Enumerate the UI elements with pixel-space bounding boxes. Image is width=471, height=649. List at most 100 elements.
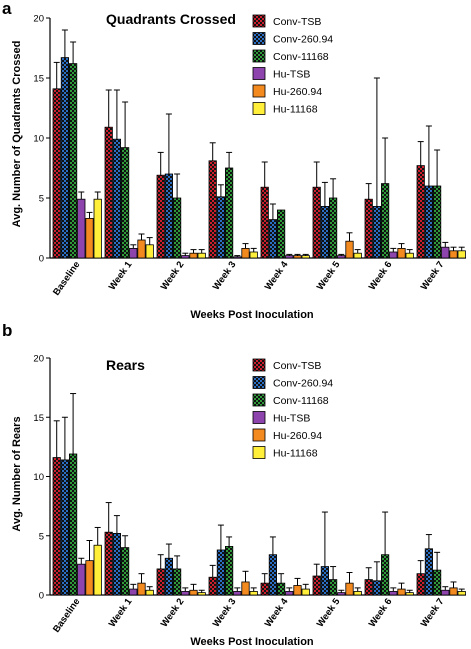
y-tick-label: 10	[33, 472, 44, 483]
bar-hu-260-94-1	[137, 582, 146, 596]
bar-hu-tsb-1	[129, 588, 138, 596]
bar-conv-tsb-6	[364, 579, 373, 596]
bar-hu-tsb-4	[285, 591, 294, 596]
bar-hu-11168-4	[301, 255, 310, 259]
bar-hu-260-94-3	[241, 581, 250, 596]
bar-hu-tsb-7	[441, 589, 450, 596]
y-tick-label: 5	[39, 531, 44, 542]
legend-swatch	[252, 49, 266, 63]
legend-label: Hu-TSB	[273, 413, 310, 425]
bar-hu-260-94-0	[85, 560, 94, 596]
panel-b: b Rears Avg. Number of Rears Weeks Post …	[2, 321, 466, 648]
legend-swatch	[252, 393, 266, 407]
bar-conv-tsb-1	[104, 126, 113, 259]
bar-conv-tsb-4	[260, 186, 269, 259]
bar-hu-11168-0	[93, 198, 102, 259]
bar-conv-260-94-6	[372, 580, 382, 596]
y-tick-label: 5	[39, 194, 44, 205]
panel-letter-a: a	[2, 0, 12, 18]
bar-conv-tsb-5	[312, 575, 321, 596]
bar-conv-tsb-1	[104, 531, 113, 596]
y-tick-label: 20	[33, 354, 44, 365]
chart-title-a: Quadrants Crossed	[106, 11, 236, 27]
legend-label: Hu-TSB	[273, 69, 310, 81]
bar-hu-11168-0	[93, 544, 102, 596]
bar-conv-tsb-5	[312, 186, 321, 259]
legend-label: Hu-11168	[273, 104, 318, 116]
bar-conv-11168-5	[328, 579, 338, 596]
bar-conv-260-94-1	[112, 532, 121, 596]
bar-conv-tsb-2	[156, 174, 165, 259]
bar-conv-11168-5	[328, 197, 338, 259]
bar-hu-260-94-3	[241, 247, 250, 259]
bar-hu-260-94-6	[397, 588, 406, 596]
x-axis-title-b: Weeks Post Inoculation	[190, 636, 314, 648]
bar-hu-tsb-3	[233, 256, 242, 259]
bar-hu-260-94-4	[293, 585, 302, 596]
bar-hu-11168-1	[145, 589, 154, 596]
bar-conv-11168-1	[121, 147, 130, 259]
bar-hu-260-94-6	[397, 247, 406, 259]
y-tick-label: 0	[39, 254, 44, 265]
bar-hu-11168-2	[197, 592, 206, 596]
x-tick-label: Week 3	[211, 596, 239, 629]
bar-hu-260-94-5	[345, 240, 354, 259]
bar-conv-260-94-6	[372, 205, 382, 259]
legend-label: Conv-TSB	[273, 360, 321, 372]
legend-swatch	[252, 32, 266, 45]
bar-conv-11168-1	[121, 547, 130, 596]
x-tick-label: Week 1	[107, 596, 135, 630]
bar-hu-260-94-0	[85, 217, 94, 259]
legend-label: Hu-260.94	[273, 86, 322, 98]
bar-conv-11168-3	[224, 546, 234, 596]
bar-conv-tsb-4	[260, 582, 269, 596]
bar-conv-tsb-0	[52, 88, 61, 259]
legend-swatch	[252, 84, 266, 98]
bar-conv-11168-2	[172, 197, 182, 259]
bar-conv-260-94-4	[268, 219, 278, 259]
bar-conv-tsb-7	[416, 165, 425, 259]
x-axis-title-a: Weeks Post Inoculation	[190, 309, 314, 321]
bar-conv-11168-4	[276, 582, 286, 596]
bar-conv-tsb-2	[156, 568, 165, 596]
legend-label: Conv-11168	[273, 395, 329, 407]
bar-hu-11168-7	[457, 250, 466, 259]
x-tick-label: Week 4	[263, 259, 291, 293]
x-tick-label: Week 6	[367, 596, 395, 629]
bar-conv-260-94-1	[112, 138, 121, 259]
bar-conv-260-94-2	[164, 557, 173, 596]
bar-conv-11168-2	[172, 568, 182, 596]
x-tick-label: Week 3	[211, 259, 239, 292]
bar-conv-11168-6	[380, 554, 390, 596]
bar-conv-260-94-3	[216, 549, 225, 596]
bar-conv-11168-4	[276, 209, 286, 259]
x-tick-label: Baseline	[51, 259, 82, 297]
bar-conv-260-94-4	[268, 554, 278, 596]
bar-conv-260-94-3	[216, 196, 225, 259]
legend-swatch	[252, 358, 266, 372]
legend-swatch	[252, 446, 266, 459]
y-tick-label: 20	[33, 14, 44, 25]
legend-label: Hu-260.94	[273, 430, 322, 442]
bar-hu-tsb-2	[181, 591, 190, 596]
x-tick-label: Week 5	[315, 596, 343, 630]
bar-conv-260-94-2	[164, 173, 173, 259]
bar-hu-tsb-0	[77, 198, 86, 259]
bar-conv-260-94-0	[60, 459, 70, 596]
bar-hu-11168-3	[249, 591, 258, 596]
panel-letter-b: b	[2, 321, 12, 340]
legend-label: Hu-11168	[273, 448, 318, 460]
bar-conv-11168-3	[224, 167, 234, 259]
bar-hu-260-94-2	[189, 252, 198, 259]
bar-hu-tsb-7	[441, 246, 450, 259]
x-tick-label: Week 6	[367, 259, 395, 292]
bar-conv-tsb-3	[208, 576, 217, 596]
bar-conv-11168-0	[69, 453, 78, 596]
bar-hu-11168-4	[301, 588, 310, 596]
bar-hu-11168-6	[405, 592, 414, 596]
y-axis-title-a: Avg. Number of Quadrants Crossed	[11, 41, 23, 228]
bar-hu-tsb-5	[337, 255, 346, 259]
bar-hu-tsb-4	[285, 255, 294, 259]
y-tick-label: 10	[33, 134, 44, 145]
bar-hu-260-94-4	[293, 255, 302, 259]
